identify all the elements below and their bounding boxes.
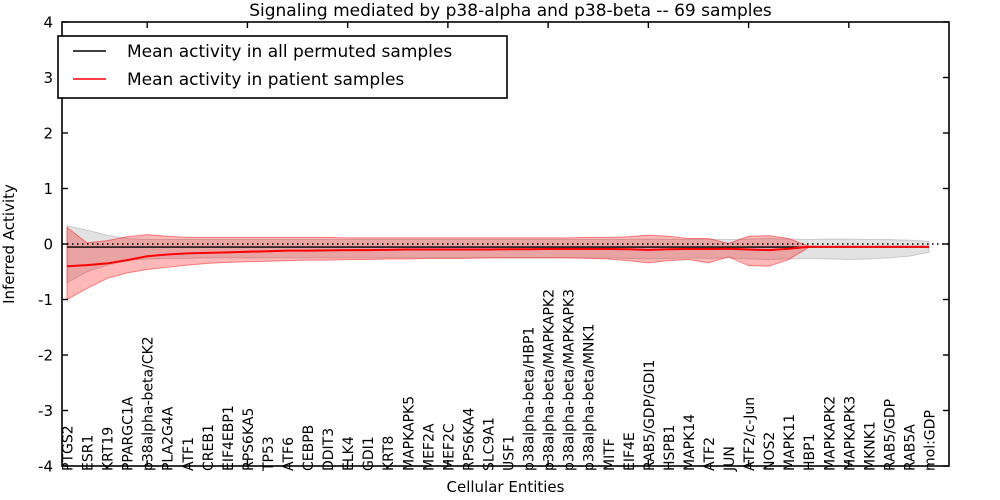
y-axis-label: Inferred Activity bbox=[0, 184, 18, 304]
x-tick-label: RAB5/GDP bbox=[882, 399, 898, 471]
x-tick-label: CEBPB bbox=[301, 425, 317, 471]
x-tick-label: ATF2 bbox=[702, 437, 718, 471]
y-tick-label: 1 bbox=[43, 180, 53, 198]
x-tick-label: CREB1 bbox=[201, 424, 217, 471]
x-tick-label: PLA2G4A bbox=[161, 406, 177, 471]
x-axis-label: Cellular Entities bbox=[447, 478, 565, 496]
permuted-samples-range-band bbox=[66, 225, 930, 284]
x-tick-label: SLC9A1 bbox=[481, 417, 497, 471]
y-tick-label: 4 bbox=[43, 14, 53, 32]
x-tick-label: JUN bbox=[722, 446, 738, 472]
x-tick-label: p38alpha-beta/HBP1 bbox=[522, 327, 538, 471]
x-tick-label: MEF2A bbox=[421, 423, 437, 471]
x-tick-label: ELK4 bbox=[341, 436, 357, 471]
x-tick-label: EIF4E bbox=[622, 432, 638, 471]
x-tick-label: mol:GDP bbox=[923, 410, 939, 471]
x-tick-label: HSPB1 bbox=[662, 425, 678, 471]
x-tick-label: DDIT3 bbox=[321, 428, 337, 471]
x-tick-label: PTGS2 bbox=[61, 425, 77, 471]
x-tick-label: p38alpha-beta/CK2 bbox=[141, 336, 157, 471]
x-tick-label: ESR1 bbox=[81, 435, 97, 471]
x-tick-label: RPS6KA5 bbox=[241, 408, 257, 471]
x-tick-label: PPARGC1A bbox=[121, 396, 137, 471]
x-tick-label: GDI1 bbox=[361, 436, 377, 471]
x-tick-label: RAB5A bbox=[902, 424, 918, 471]
x-tick-label: KRT19 bbox=[101, 427, 117, 471]
x-tick-label: p38alpha-beta/MNK1 bbox=[582, 324, 598, 472]
x-tick-label: MAPKAPK3 bbox=[842, 396, 858, 471]
figure-title: Signaling mediated by p38-alpha and p38-… bbox=[249, 1, 772, 21]
y-tick-label: 2 bbox=[43, 125, 53, 143]
y-tick-label: 0 bbox=[43, 236, 53, 254]
x-tick-label: NOS2 bbox=[762, 432, 778, 471]
y-tick-label: 3 bbox=[43, 69, 53, 87]
x-tick-label: TP53 bbox=[261, 436, 277, 472]
x-tick-label: MAPK14 bbox=[682, 414, 698, 471]
patient-samples-range-band bbox=[66, 226, 810, 301]
x-tick-label: p38alpha-beta/MAPKAPK3 bbox=[562, 289, 578, 471]
legend-label: Mean activity in all permuted samples bbox=[127, 42, 452, 62]
y-tick-label: -1 bbox=[38, 291, 53, 309]
x-tick-label: KRT8 bbox=[381, 436, 397, 471]
x-tick-label: MAPKAPK5 bbox=[401, 396, 417, 471]
x-tick-label: ATF2/c-Jun bbox=[742, 397, 758, 471]
y-tick-label: -4 bbox=[38, 458, 53, 476]
x-tick-label: USF1 bbox=[502, 435, 518, 471]
y-tick-label: -2 bbox=[38, 347, 53, 365]
patient-mean-line bbox=[66, 245, 929, 268]
x-tick-label: MITF bbox=[602, 438, 618, 471]
x-tick-label: MEF2C bbox=[441, 423, 457, 471]
legend-label: Mean activity in patient samples bbox=[127, 70, 404, 90]
x-tick-label: MAPKAPK2 bbox=[822, 396, 838, 471]
x-tick-label: MKNK1 bbox=[862, 421, 878, 471]
x-tick-label: p38alpha-beta/MAPKAPK2 bbox=[542, 289, 558, 471]
x-tick-label: EIF4EBP1 bbox=[221, 405, 237, 471]
x-tick-label: RPS6KA4 bbox=[461, 408, 477, 471]
x-tick-label: RAB5/GDP/GDI1 bbox=[642, 360, 658, 471]
legend-box bbox=[57, 35, 508, 99]
y-tick-label: -3 bbox=[38, 402, 53, 420]
x-tick-label: ATF6 bbox=[281, 437, 297, 471]
x-tick-label: HBP1 bbox=[802, 434, 818, 471]
x-tick-label: ATF1 bbox=[181, 437, 197, 471]
x-tick-label: MAPK11 bbox=[782, 414, 798, 471]
